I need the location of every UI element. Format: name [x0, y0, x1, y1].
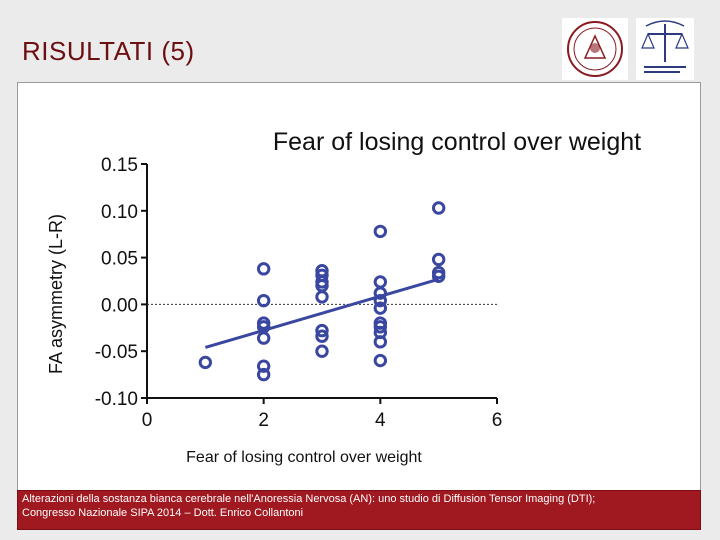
trendline-group: [204, 277, 440, 349]
footer-citation: Alterazioni della sostanza bianca cerebr…: [17, 490, 701, 530]
x-tick-label: 2: [258, 410, 269, 431]
data-point: [256, 367, 271, 382]
y-tick-label: 0.10: [101, 202, 138, 223]
data-point: [431, 252, 446, 267]
data-point: [373, 320, 388, 334]
trendline: [204, 277, 440, 349]
data-point: [431, 201, 446, 215]
data-point: [315, 344, 329, 358]
footer-line-1: Alterazioni della sostanza bianca cerebr…: [22, 493, 596, 505]
data-point: [256, 331, 271, 345]
data-point: [373, 301, 388, 315]
data-point: [373, 224, 388, 239]
data-point: [198, 355, 213, 370]
data-point: [373, 335, 388, 349]
footer-line-2: Congresso Nazionale SIPA 2014 – Dott. En…: [22, 507, 304, 519]
slide-title: RISULTATI (5): [22, 36, 195, 66]
data-point: [373, 353, 388, 368]
y-tick-label: 0.15: [101, 155, 138, 176]
society-logo: [636, 18, 694, 80]
x-tick-label: 0: [142, 410, 153, 431]
chart-axes: 0.15 0.10 0.05 0.00 -0.05 -0.100 2 4 6: [95, 155, 503, 431]
data-points: [198, 201, 446, 382]
university-seal-logo: [562, 18, 628, 80]
y-tick-label: -0.10: [95, 389, 138, 410]
x-tick-label: 6: [492, 410, 503, 431]
data-point: [315, 323, 329, 338]
data-point: [431, 269, 446, 284]
chart-title: Fear of losing control over weight: [273, 128, 641, 156]
data-point: [256, 293, 271, 308]
data-point: [315, 329, 329, 343]
data-point: [315, 290, 329, 304]
data-point: [373, 275, 388, 289]
data-point: [256, 359, 271, 373]
y-tick-label: -0.05: [95, 342, 138, 363]
data-point: [256, 262, 271, 276]
y-tick-label: 0.00: [101, 295, 138, 316]
data-point: [373, 293, 388, 308]
y-tick-label: 0.05: [101, 249, 138, 270]
chart-frame: Fear of losing control over weight FA as…: [17, 82, 701, 492]
data-point: [373, 286, 388, 300]
scatter-chart: Fear of losing control over weight FA as…: [46, 128, 641, 466]
x-axis-label: Fear of losing control over weight: [186, 449, 422, 466]
x-tick-label: 4: [375, 410, 386, 431]
y-axis-label: FA asymmetry (L-R): [46, 214, 66, 374]
